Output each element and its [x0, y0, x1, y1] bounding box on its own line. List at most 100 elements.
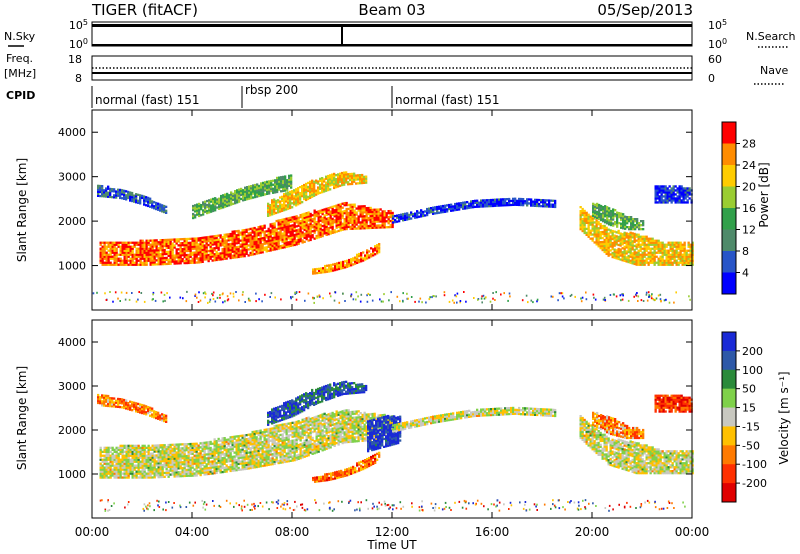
- velocity-cell: [185, 470, 188, 474]
- velocity-cell: [183, 445, 186, 448]
- power-cell: [365, 209, 368, 212]
- power-cell: [339, 178, 342, 181]
- power-cell: [450, 203, 453, 206]
- power-cell: [205, 246, 208, 249]
- power-cell: [635, 259, 638, 262]
- power-cell: [617, 249, 620, 253]
- power-cell: [135, 251, 138, 254]
- power-cell: [331, 229, 334, 232]
- power-cell: [630, 222, 633, 225]
- power-cell: [195, 251, 198, 254]
- power-cell: [602, 218, 605, 221]
- power-cell: [295, 233, 298, 236]
- power-cell: [623, 247, 626, 250]
- power-cell: [315, 179, 318, 182]
- power-cell: [274, 183, 277, 186]
- power-cell: [327, 209, 330, 212]
- power-cell: [589, 223, 592, 226]
- velocity-cell: [191, 458, 194, 461]
- power-cell: [349, 219, 352, 222]
- power-cell: [151, 257, 154, 260]
- power-cell: [664, 201, 667, 204]
- power-cell: [213, 255, 216, 258]
- velocity-cell: [149, 464, 152, 467]
- power-cell: [224, 193, 227, 196]
- power-cell: [255, 234, 258, 237]
- power-cell: [625, 252, 628, 255]
- power-cell: [633, 248, 636, 252]
- power-cell: [117, 241, 120, 244]
- power-cell: [534, 198, 537, 201]
- velocity-cell: [135, 464, 138, 467]
- power-cell: [201, 256, 204, 259]
- power-cell: [518, 203, 521, 207]
- power-cell: [251, 227, 254, 230]
- power-cell: [257, 248, 260, 251]
- power-noise-cell: [665, 298, 667, 301]
- power-cell: [155, 205, 158, 209]
- power-cell: [396, 216, 399, 219]
- power-noise-cell: [451, 299, 454, 302]
- power-cell: [661, 243, 664, 246]
- power-cell: [257, 242, 260, 245]
- power-cell: [343, 173, 346, 176]
- power-cell: [291, 230, 294, 233]
- power-cell: [639, 253, 642, 256]
- velocity-cell: [115, 460, 118, 463]
- power-cell: [117, 194, 120, 197]
- power-cell: [255, 236, 258, 239]
- velocity-cell: [183, 462, 186, 466]
- velocity-cell: [129, 464, 132, 467]
- power-cell: [274, 185, 277, 188]
- power-noise-cell: [232, 292, 235, 295]
- power-cell: [171, 252, 174, 255]
- velocity-cell: [101, 466, 104, 469]
- power-cell: [667, 253, 670, 256]
- power-cell: [632, 220, 635, 223]
- power-cell: [691, 243, 694, 246]
- velocity-cell: [187, 466, 190, 469]
- power-cell: [279, 225, 282, 228]
- velocity-cell: [119, 472, 122, 475]
- power-cell: [610, 213, 613, 217]
- power-cell: [362, 251, 365, 254]
- power-cell: [273, 240, 276, 243]
- power-cell: [381, 222, 384, 225]
- power-cell: [223, 235, 226, 238]
- power-cell: [163, 238, 166, 242]
- velocity-cell: [171, 473, 174, 476]
- power-cell: [203, 236, 206, 239]
- power-cell: [262, 185, 265, 189]
- power-cell: [277, 227, 280, 230]
- velocity-cell: [107, 450, 110, 453]
- power-cell: [285, 227, 288, 230]
- velocity-cell: [103, 468, 106, 471]
- velocity-cell: [131, 466, 134, 469]
- power-cell: [159, 259, 162, 262]
- power-cell: [185, 259, 188, 263]
- power-cell: [354, 258, 357, 261]
- power-cell: [688, 187, 691, 190]
- power-cell: [599, 231, 602, 234]
- power-cell: [151, 263, 154, 266]
- velocity-cell: [159, 466, 162, 469]
- velocity-cell: [199, 466, 202, 469]
- velocity-cell: [201, 471, 204, 474]
- power-cell: [389, 209, 392, 213]
- power-cell: [163, 206, 166, 210]
- power-cell: [329, 224, 332, 227]
- power-cell: [323, 224, 326, 227]
- power-cell: [612, 218, 615, 221]
- power-cell: [107, 241, 110, 244]
- power-cell: [117, 245, 120, 248]
- power-cell: [659, 259, 662, 262]
- power-cell: [238, 200, 241, 203]
- power-cell: [181, 258, 184, 261]
- power-cell: [321, 208, 324, 212]
- power-cell: [637, 263, 640, 266]
- power-noise-cell: [322, 297, 324, 300]
- power-cell: [657, 249, 660, 252]
- velocity-cell: [169, 451, 172, 454]
- power-cell: [615, 239, 618, 242]
- power-cell: [607, 246, 610, 249]
